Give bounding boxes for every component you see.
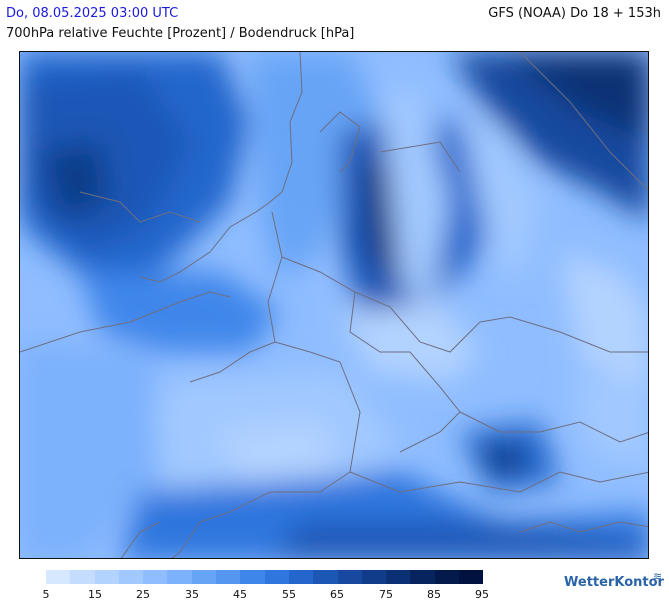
legend-swatch — [167, 570, 192, 584]
wave-icon: ≋ — [653, 570, 663, 583]
legend-tick-label: 65 — [330, 588, 344, 601]
header-datetime: Do, 08.05.2025 03:00 UTC — [6, 6, 179, 21]
legend-tick-label: 45 — [233, 588, 247, 601]
legend-tick-label: 75 — [379, 588, 393, 601]
header-parameter: 700hPa relative Feuchte [Prozent] / Bode… — [6, 26, 355, 41]
legend-tick-label: 95 — [475, 588, 489, 601]
legend-swatch — [191, 570, 217, 584]
legend-swatch — [288, 570, 314, 584]
legend-swatch — [94, 570, 119, 584]
legend-swatch — [337, 570, 362, 584]
legend-swatch — [46, 570, 71, 584]
legend-swatch — [70, 570, 95, 584]
legend-swatch — [386, 570, 411, 584]
legend-swatch — [240, 570, 265, 584]
color-scale-legend — [46, 570, 484, 584]
legend-swatch — [434, 570, 460, 584]
brand-logo: WetterKontor — [564, 575, 664, 590]
legend-tick-label: 25 — [136, 588, 150, 601]
legend-swatch — [118, 570, 144, 584]
legend-swatch — [313, 570, 338, 584]
legend-tick-label: 35 — [185, 588, 199, 601]
legend-swatch — [143, 570, 168, 584]
legend-tick-label: 15 — [88, 588, 102, 601]
legend-swatch — [264, 570, 289, 584]
legend-tick-label: 55 — [282, 588, 296, 601]
legend-tick-label: 5 — [42, 588, 50, 601]
legend-swatch — [216, 570, 241, 584]
humidity-map — [19, 51, 649, 559]
legend-swatch — [410, 570, 435, 584]
header-model-run: GFS (NOAA) Do 18 + 153h — [488, 6, 661, 21]
legend-tick-label: 85 — [427, 588, 441, 601]
legend-swatch — [361, 570, 387, 584]
legend-swatch — [459, 570, 484, 584]
